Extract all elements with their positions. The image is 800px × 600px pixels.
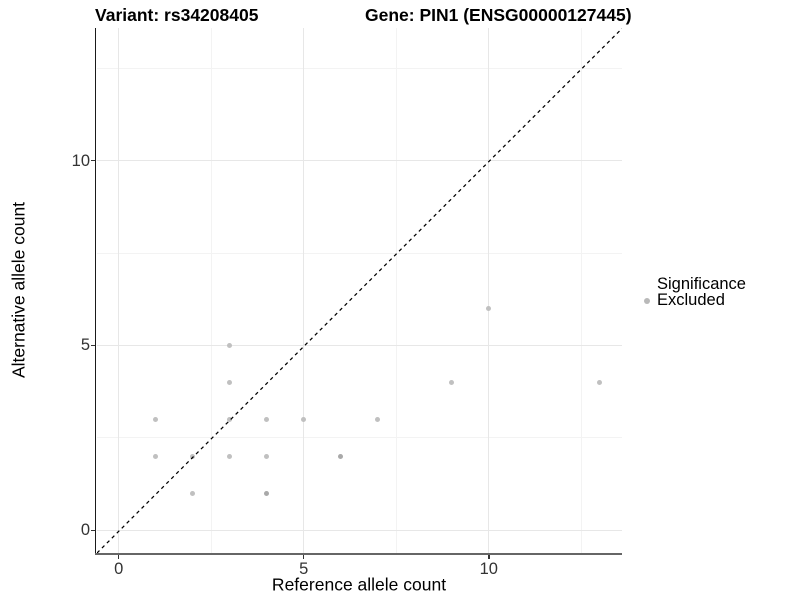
x-axis-title: Reference allele count <box>271 574 447 595</box>
data-point <box>301 416 307 422</box>
data-point <box>338 453 344 459</box>
data-point <box>375 416 381 422</box>
y-major-gridline <box>96 344 622 346</box>
legend-title: Significance <box>657 275 746 293</box>
data-point <box>597 379 603 385</box>
x-minor-gridline <box>395 27 397 553</box>
plot-panel <box>96 27 622 553</box>
plot-title-variant: Variant: rs34208405 <box>95 5 259 25</box>
y-tick-label: 10 <box>71 151 90 170</box>
y-major-gridline <box>96 160 622 162</box>
y-tick-mark <box>90 529 95 532</box>
x-minor-gridline <box>210 27 212 553</box>
excluded-point-icon <box>644 297 650 304</box>
data-point <box>449 379 455 385</box>
x-major-gridline <box>303 27 305 553</box>
plot-title-gene: Gene: PIN1 (ENSG00000127445) <box>365 5 632 25</box>
x-tick-label: 0 <box>114 559 124 578</box>
y-minor-gridline <box>96 67 622 69</box>
legend-item-excluded: Excluded <box>640 291 725 310</box>
x-tick-mark <box>117 554 120 559</box>
data-point <box>190 490 196 496</box>
y-tick-label: 5 <box>80 336 90 355</box>
identity-line <box>96 27 622 553</box>
legend-key <box>640 297 654 304</box>
x-axis-line <box>95 552 623 555</box>
y-major-gridline <box>96 529 622 531</box>
x-minor-gridline <box>580 27 582 553</box>
y-tick-mark <box>90 344 95 347</box>
data-point <box>486 305 492 311</box>
x-major-gridline <box>118 27 120 553</box>
data-point <box>264 453 270 459</box>
x-major-gridline <box>488 27 490 553</box>
data-point <box>153 416 159 422</box>
data-point <box>264 490 270 496</box>
y-tick-mark <box>90 159 95 162</box>
x-tick-mark <box>302 554 305 559</box>
data-point <box>227 342 233 348</box>
y-minor-gridline <box>96 252 622 254</box>
y-tick-label: 0 <box>80 521 90 540</box>
y-axis-title: Alternative allele count <box>8 201 29 379</box>
data-point <box>264 416 270 422</box>
legend-item-label: Excluded <box>657 291 725 309</box>
x-tick-mark <box>488 554 490 559</box>
x-tick-label: 5 <box>299 559 309 578</box>
data-point <box>227 453 233 459</box>
data-point <box>227 416 233 422</box>
y-axis-line <box>95 27 97 555</box>
data-point <box>227 379 233 385</box>
y-minor-gridline <box>96 437 622 439</box>
x-tick-label: 10 <box>479 559 498 578</box>
data-point <box>153 453 159 459</box>
